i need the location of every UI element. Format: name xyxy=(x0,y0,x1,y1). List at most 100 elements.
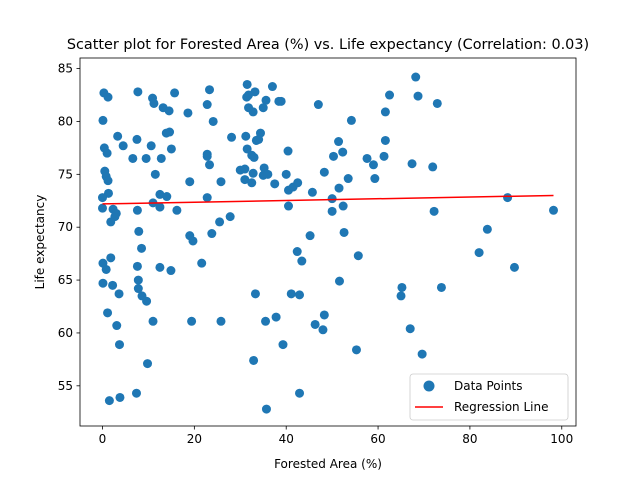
data-point xyxy=(98,115,108,125)
data-point xyxy=(131,388,141,398)
y-tick-label: 60 xyxy=(58,326,73,340)
data-point xyxy=(183,108,193,118)
data-point xyxy=(225,212,235,222)
y-axis-label: Life expectancy xyxy=(33,195,47,290)
data-point xyxy=(250,87,260,97)
data-point xyxy=(132,134,142,144)
data-point xyxy=(274,96,284,106)
data-point xyxy=(188,236,198,246)
data-point xyxy=(379,151,389,161)
data-point xyxy=(385,90,395,100)
data-point xyxy=(102,148,112,158)
data-point xyxy=(208,116,218,126)
data-point xyxy=(292,247,302,257)
data-point xyxy=(380,107,390,117)
data-point xyxy=(133,284,143,294)
regression-line-layer xyxy=(102,194,554,205)
legend-box xyxy=(409,373,569,421)
data-point xyxy=(240,175,250,185)
data-point xyxy=(162,192,172,202)
data-point xyxy=(482,224,492,234)
data-point xyxy=(346,115,356,125)
data-point xyxy=(114,289,124,299)
data-point xyxy=(132,205,142,215)
x-tick-label: 60 xyxy=(370,432,385,446)
data-point xyxy=(216,316,226,326)
legend-marker-data-points xyxy=(423,380,435,392)
y-tick-label: 75 xyxy=(58,167,73,181)
data-point xyxy=(343,174,353,184)
data-point xyxy=(205,160,215,170)
data-point xyxy=(339,227,349,237)
data-point xyxy=(503,193,513,203)
data-point xyxy=(254,134,264,144)
data-point xyxy=(380,135,390,145)
data-point xyxy=(112,321,122,331)
y-tick-label: 80 xyxy=(58,114,73,128)
data-point xyxy=(111,208,121,218)
data-point xyxy=(104,396,114,406)
data-point xyxy=(202,100,212,110)
plot-area xyxy=(80,58,576,426)
data-point xyxy=(318,325,328,335)
data-point xyxy=(267,82,277,92)
data-point xyxy=(170,88,180,98)
data-point xyxy=(428,162,438,172)
data-point xyxy=(248,168,258,178)
data-point xyxy=(128,153,138,163)
data-point xyxy=(98,278,108,288)
data-point xyxy=(429,206,439,216)
data-point xyxy=(106,253,116,263)
data-point xyxy=(187,316,197,326)
data-point xyxy=(436,282,446,292)
data-point xyxy=(249,355,259,365)
data-point xyxy=(248,107,258,117)
data-point xyxy=(155,262,165,272)
data-point xyxy=(149,98,159,108)
data-point xyxy=(106,217,116,227)
data-point xyxy=(351,345,361,355)
regression-line xyxy=(102,194,554,205)
y-tick-label: 65 xyxy=(58,273,73,287)
data-point xyxy=(240,164,250,174)
data-point xyxy=(297,256,307,266)
data-point xyxy=(411,72,421,82)
data-point xyxy=(353,251,363,261)
data-point xyxy=(362,153,372,163)
data-point xyxy=(202,151,212,161)
data-point xyxy=(227,132,237,142)
y-tick-label: 70 xyxy=(58,220,73,234)
data-point xyxy=(166,144,176,154)
data-point xyxy=(172,205,182,215)
data-point xyxy=(474,248,484,258)
data-point xyxy=(310,319,320,329)
data-point xyxy=(329,151,339,161)
data-point xyxy=(133,87,143,97)
data-point xyxy=(413,91,423,101)
data-point xyxy=(247,178,257,188)
chart-title: Scatter plot for Forested Area (%) vs. L… xyxy=(67,37,589,53)
data-point xyxy=(432,98,442,108)
data-point xyxy=(133,275,143,285)
data-point xyxy=(156,153,166,163)
x-tick-label: 80 xyxy=(462,432,477,446)
data-point xyxy=(143,359,153,369)
data-point xyxy=(115,340,124,350)
data-point xyxy=(148,316,158,326)
data-point xyxy=(202,193,212,203)
x-axis-ticks: 0 20 40 60 80 100 xyxy=(99,426,573,446)
x-axis-label: Forested Area (%) xyxy=(274,457,382,471)
data-point xyxy=(141,153,151,163)
data-point xyxy=(293,178,303,188)
data-point xyxy=(286,289,296,299)
data-point xyxy=(249,152,259,162)
data-point xyxy=(271,312,281,322)
data-point xyxy=(146,141,156,151)
data-point xyxy=(185,177,195,187)
data-point xyxy=(241,131,251,141)
data-point xyxy=(150,169,160,179)
data-point xyxy=(101,264,111,274)
data-point xyxy=(278,340,288,350)
data-point xyxy=(155,202,165,212)
data-point xyxy=(98,203,107,213)
